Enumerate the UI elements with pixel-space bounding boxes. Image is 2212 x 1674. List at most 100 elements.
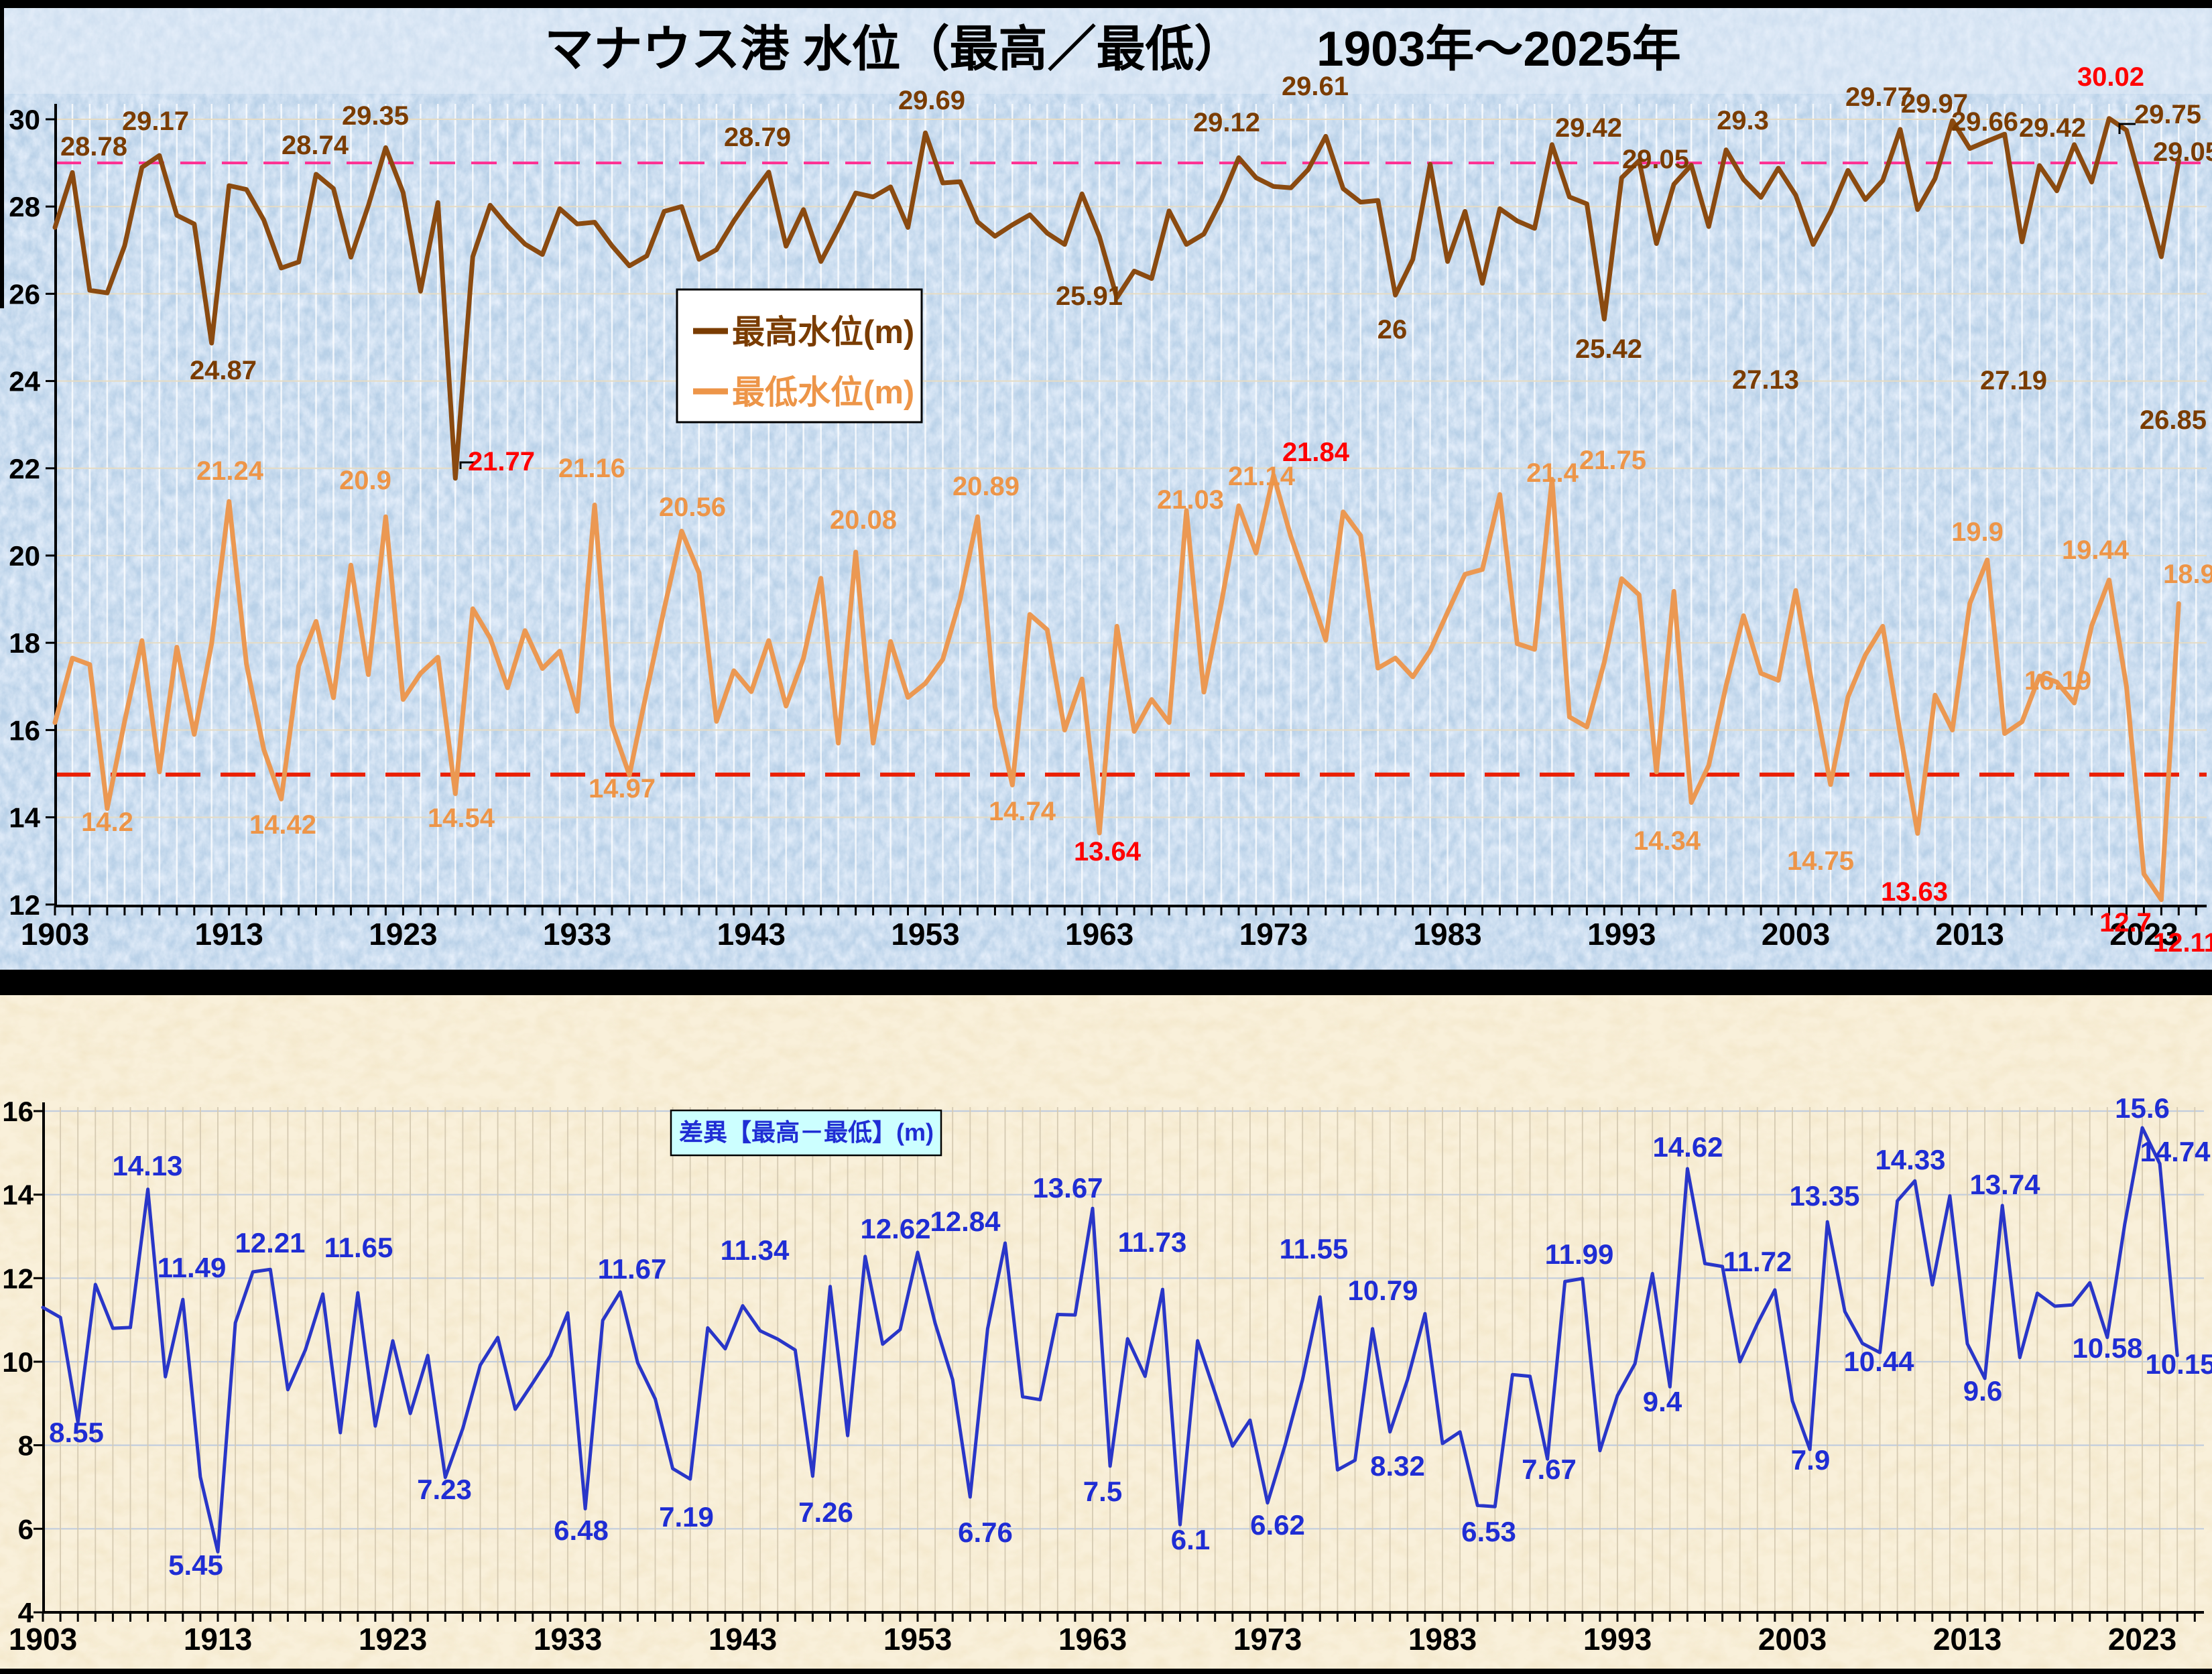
svg-text:8: 8: [18, 1430, 34, 1462]
svg-text:27.13: 27.13: [1732, 365, 1799, 395]
svg-text:1943: 1943: [717, 917, 786, 952]
svg-text:29.3: 29.3: [1717, 106, 1769, 135]
svg-text:29.12: 29.12: [1193, 108, 1260, 137]
svg-text:20.56: 20.56: [659, 493, 726, 522]
svg-text:30: 30: [9, 104, 40, 135]
svg-text:1923: 1923: [359, 1622, 427, 1657]
svg-text:11.65: 11.65: [324, 1232, 393, 1263]
svg-text:11.34: 11.34: [721, 1234, 790, 1266]
svg-text:6.76: 6.76: [958, 1517, 1013, 1548]
svg-text:21.14: 21.14: [1228, 462, 1296, 491]
svg-text:25.91: 25.91: [1056, 281, 1123, 311]
svg-text:2023: 2023: [2109, 917, 2178, 952]
svg-text:20.9: 20.9: [339, 466, 391, 495]
svg-text:29.77: 29.77: [1845, 82, 1912, 112]
svg-text:13.74: 13.74: [1969, 1169, 2040, 1200]
svg-text:10: 10: [2, 1346, 34, 1378]
svg-text:6.1: 6.1: [1171, 1524, 1210, 1555]
svg-text:21.84: 21.84: [1282, 438, 1350, 467]
svg-text:12.62: 12.62: [860, 1213, 930, 1244]
svg-text:4: 4: [18, 1597, 34, 1628]
svg-text:11.72: 11.72: [1723, 1246, 1792, 1277]
svg-text:12: 12: [2, 1263, 34, 1294]
svg-text:1923: 1923: [369, 917, 437, 952]
svg-text:1953: 1953: [891, 917, 959, 952]
svg-text:14: 14: [2, 1179, 34, 1211]
svg-text:13.35: 13.35: [1789, 1180, 1859, 1212]
svg-text:14.33: 14.33: [1875, 1144, 1945, 1175]
svg-text:11.67: 11.67: [598, 1253, 667, 1285]
svg-text:29.61: 29.61: [1282, 72, 1349, 101]
svg-text:13.64: 13.64: [1074, 837, 1142, 866]
svg-text:11.49: 11.49: [158, 1252, 227, 1283]
svg-text:14.62: 14.62: [1652, 1131, 1723, 1163]
svg-text:6.53: 6.53: [1461, 1516, 1516, 1547]
svg-text:1963: 1963: [1065, 917, 1133, 952]
svg-text:7.23: 7.23: [417, 1474, 472, 1505]
svg-text:29.75: 29.75: [2134, 100, 2201, 129]
svg-text:1983: 1983: [1413, 917, 1481, 952]
svg-text:19.9: 19.9: [1951, 517, 2004, 547]
svg-text:12: 12: [9, 889, 40, 921]
svg-text:マナウス港 水位（最高／最低） 1903年～2025年: マナウス港 水位（最高／最低） 1903年～2025年: [544, 22, 1681, 76]
svg-text:1983: 1983: [1408, 1622, 1477, 1657]
svg-text:11.99: 11.99: [1545, 1238, 1614, 1270]
svg-text:13.67: 13.67: [1032, 1172, 1103, 1204]
svg-text:10.58: 10.58: [2072, 1332, 2142, 1364]
svg-text:1963: 1963: [1058, 1622, 1127, 1657]
svg-text:21.03: 21.03: [1157, 485, 1224, 515]
svg-text:14.97: 14.97: [589, 774, 656, 803]
svg-text:21.24: 21.24: [196, 456, 264, 486]
svg-text:20: 20: [9, 540, 40, 572]
svg-text:7.5: 7.5: [1083, 1476, 1122, 1507]
svg-text:最低水位(m): 最低水位(m): [732, 375, 914, 411]
svg-text:20.89: 20.89: [953, 472, 1020, 501]
svg-text:29.42: 29.42: [2019, 113, 2086, 143]
svg-text:7.67: 7.67: [1522, 1454, 1577, 1485]
svg-text:30.02: 30.02: [2077, 62, 2144, 92]
svg-text:差異【最高－最低】(m): 差異【最高－最低】(m): [679, 1118, 934, 1146]
svg-text:29.05: 29.05: [2153, 137, 2212, 167]
svg-text:12.7: 12.7: [2099, 908, 2152, 938]
svg-text:15.6: 15.6: [2115, 1092, 2170, 1124]
svg-text:25.42: 25.42: [1575, 334, 1642, 364]
svg-text:7.9: 7.9: [1791, 1444, 1830, 1476]
svg-text:29.05: 29.05: [1622, 145, 1689, 174]
svg-text:12.21: 12.21: [235, 1227, 305, 1259]
svg-text:21.4: 21.4: [1526, 458, 1579, 488]
svg-text:8.32: 8.32: [1370, 1450, 1425, 1482]
svg-text:6.48: 6.48: [554, 1515, 609, 1546]
svg-text:14.13: 14.13: [112, 1150, 182, 1181]
svg-text:14.42: 14.42: [249, 810, 316, 840]
svg-text:26: 26: [1377, 315, 1408, 344]
svg-text:2013: 2013: [1933, 1622, 2002, 1657]
svg-text:1913: 1913: [184, 1622, 252, 1657]
svg-text:26: 26: [9, 278, 40, 310]
svg-text:24.87: 24.87: [190, 356, 257, 385]
svg-text:20.08: 20.08: [830, 505, 897, 535]
svg-text:14.34: 14.34: [1634, 826, 1701, 856]
svg-text:1993: 1993: [1583, 1622, 1652, 1657]
svg-text:1943: 1943: [709, 1622, 777, 1657]
svg-text:27.19: 27.19: [1980, 366, 2047, 395]
svg-text:11.73: 11.73: [1118, 1226, 1187, 1258]
svg-text:21.16: 21.16: [558, 454, 625, 483]
svg-text:6: 6: [18, 1513, 34, 1545]
svg-text:8.55: 8.55: [49, 1417, 104, 1448]
svg-text:16: 16: [9, 714, 40, 746]
svg-text:6.62: 6.62: [1250, 1509, 1305, 1541]
svg-text:26.85: 26.85: [2140, 405, 2207, 435]
svg-text:21.75: 21.75: [1579, 446, 1646, 475]
svg-text:28.78: 28.78: [60, 132, 127, 162]
svg-text:24: 24: [9, 366, 40, 397]
svg-text:11.55: 11.55: [1280, 1233, 1349, 1265]
svg-text:18.9: 18.9: [2163, 560, 2212, 589]
svg-text:1953: 1953: [883, 1622, 952, 1657]
svg-text:12.11: 12.11: [2153, 928, 2212, 958]
svg-text:28.79: 28.79: [724, 123, 791, 152]
svg-text:1913: 1913: [195, 917, 263, 952]
svg-text:10.44: 10.44: [1843, 1346, 1914, 1377]
svg-text:29.69: 29.69: [898, 86, 965, 115]
svg-text:7.26: 7.26: [798, 1496, 853, 1528]
svg-text:28.74: 28.74: [282, 131, 349, 160]
